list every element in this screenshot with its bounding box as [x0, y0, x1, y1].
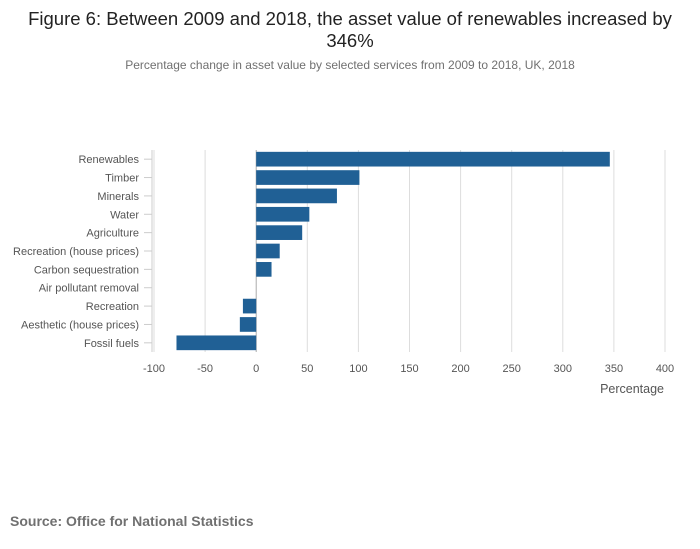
x-tick-label: 200 — [451, 363, 469, 375]
bar — [256, 170, 360, 185]
category-label: Timber — [105, 173, 139, 185]
bar — [256, 262, 272, 277]
chart-subtitle: Percentage change in asset value by sele… — [125, 58, 575, 72]
bar — [256, 243, 280, 259]
category-label: Fossil fuels — [84, 338, 140, 350]
chart-title: Figure 6: Between 2009 and 2018, the ass… — [28, 8, 672, 51]
bar — [239, 317, 257, 332]
bar — [256, 206, 310, 222]
bar — [256, 225, 303, 240]
x-tick-label: -100 — [143, 363, 165, 375]
x-tick-label: 150 — [400, 363, 418, 375]
category-label: Renewables — [78, 154, 139, 166]
category-label: Minerals — [97, 191, 139, 203]
bar — [256, 188, 337, 204]
bar — [242, 298, 257, 314]
category-label: Carbon sequestration — [34, 264, 139, 276]
x-tick-label: 400 — [656, 363, 674, 375]
category-label: Recreation — [86, 301, 139, 313]
x-tick-label: 350 — [605, 363, 623, 375]
bar — [176, 335, 257, 351]
category-label: Aesthetic (house prices) — [21, 319, 139, 331]
x-tick-label: 50 — [301, 363, 313, 375]
x-axis-title: Percentage — [600, 382, 664, 396]
x-tick-label: -50 — [197, 363, 213, 375]
x-tick-label: 250 — [503, 363, 521, 375]
x-tick-label: 0 — [253, 363, 259, 375]
x-tick-label: 300 — [554, 363, 572, 375]
bar — [256, 151, 610, 167]
source-note: Source: Office for National Statistics — [10, 513, 254, 529]
category-label: Water — [110, 209, 139, 221]
x-tick-label: 100 — [349, 363, 367, 375]
category-label: Air pollutant removal — [39, 283, 139, 295]
category-label: Agriculture — [86, 228, 139, 240]
category-label: Recreation (house prices) — [13, 246, 139, 258]
